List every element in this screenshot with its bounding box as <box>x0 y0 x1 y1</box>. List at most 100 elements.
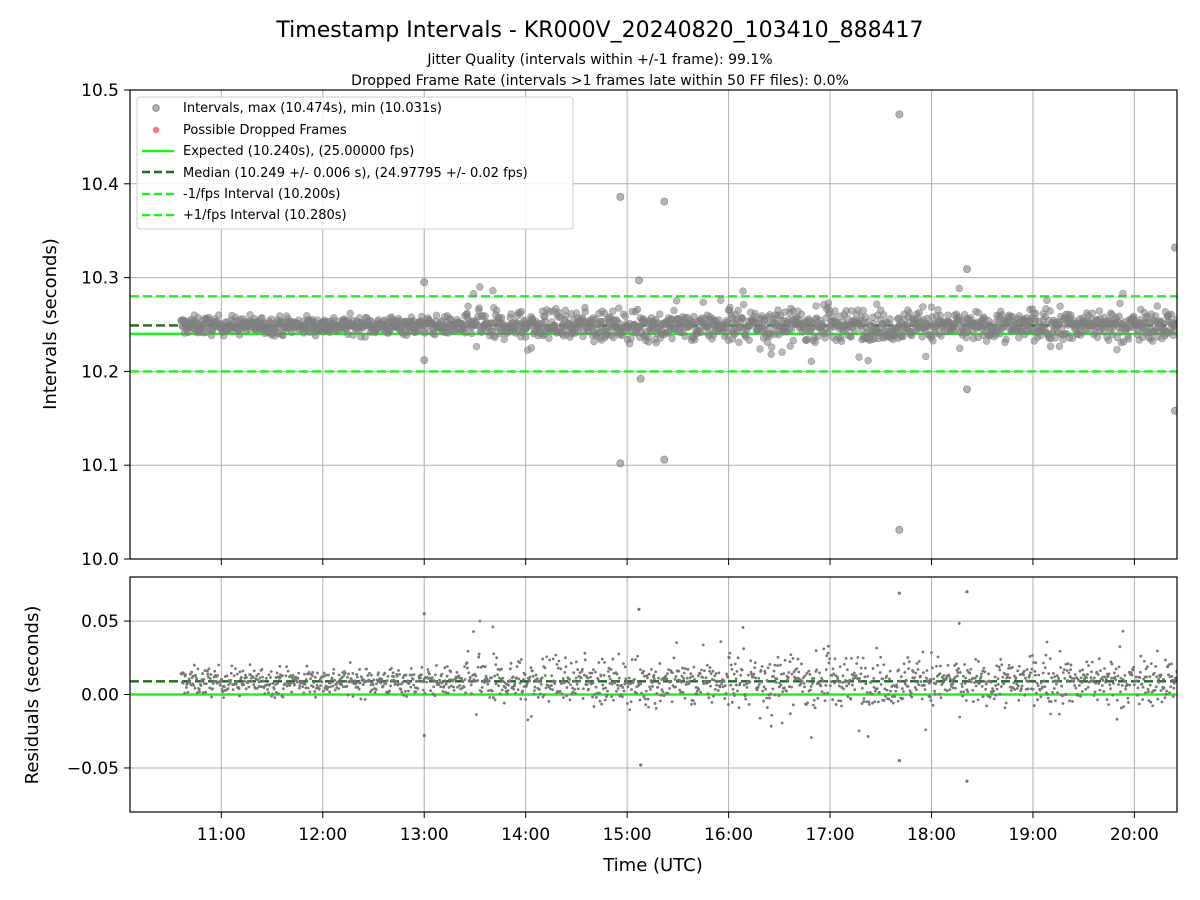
residual-point <box>992 697 996 701</box>
residual-point <box>281 695 285 699</box>
residual-point <box>567 681 571 684</box>
residual-point <box>1030 667 1034 671</box>
residual-point <box>434 680 438 684</box>
residual-point <box>346 675 349 679</box>
residual-point <box>1139 654 1143 658</box>
residual-point <box>1115 698 1119 702</box>
residual-point <box>263 692 267 696</box>
residual-point <box>278 665 282 668</box>
interval-point <box>1153 302 1162 310</box>
residual-point <box>426 668 430 671</box>
residual-point <box>528 679 531 683</box>
residual-point <box>860 702 864 705</box>
interval-point <box>1043 296 1051 305</box>
residual-point <box>1085 660 1089 664</box>
interval-point <box>929 337 937 345</box>
interval-point <box>738 314 746 322</box>
residual-point <box>652 677 656 681</box>
residual-point <box>774 680 778 684</box>
residual-point <box>935 680 939 683</box>
residual-point <box>943 688 947 692</box>
residual-point <box>355 673 359 676</box>
residual-point <box>1147 699 1151 703</box>
residual-point <box>1020 684 1024 688</box>
interval-point <box>507 310 515 318</box>
residual-point <box>875 687 879 691</box>
residual-point <box>511 675 515 679</box>
residual-point <box>605 693 609 697</box>
residual-point <box>463 678 467 681</box>
residual-point <box>765 696 768 700</box>
residual-point <box>606 670 610 673</box>
residual-point <box>818 671 821 675</box>
residual-point <box>492 696 495 699</box>
residual-point <box>680 674 684 678</box>
residual-point <box>1028 655 1032 658</box>
residual-point <box>343 671 347 675</box>
residual-point <box>659 693 663 697</box>
residual-point <box>982 666 986 670</box>
residual-point <box>549 684 553 688</box>
residual-point <box>674 685 677 689</box>
residual-point <box>769 724 773 728</box>
residual-point <box>583 651 587 655</box>
residual-point <box>187 677 191 681</box>
residual-point <box>1058 712 1061 716</box>
residual-point <box>1123 680 1126 684</box>
residual-point <box>210 695 213 699</box>
residual-point <box>238 694 241 698</box>
residual-point <box>574 676 578 680</box>
residual-point <box>1078 669 1082 673</box>
interval-outlier-point <box>963 265 971 274</box>
residual-point <box>1117 683 1120 686</box>
residual-point <box>622 689 626 693</box>
residual-point <box>206 675 210 679</box>
residual-point <box>873 700 877 704</box>
residual-point <box>717 671 721 675</box>
residual-point <box>850 656 853 660</box>
residual-point <box>481 664 485 668</box>
residual-point <box>1047 672 1051 676</box>
top-plot-frame <box>129 89 1178 560</box>
residual-point <box>759 668 763 672</box>
residual-point <box>245 676 248 679</box>
residual-point <box>609 668 613 671</box>
residual-point <box>672 656 676 660</box>
residual-point <box>877 700 880 704</box>
residual-point <box>610 695 614 699</box>
residual-point <box>836 677 840 681</box>
residual-point <box>465 661 469 665</box>
residual-point <box>691 674 695 678</box>
residual-point <box>1063 676 1067 680</box>
residual-point <box>437 683 441 687</box>
residual-point <box>999 657 1003 661</box>
residual-point <box>969 680 973 684</box>
residual-point <box>730 667 734 671</box>
residual-point <box>218 683 222 687</box>
interval-point <box>873 300 881 308</box>
residual-point <box>529 715 533 718</box>
residual-point <box>590 671 594 675</box>
residual-point <box>416 687 420 691</box>
residual-point <box>487 679 491 683</box>
residual-point <box>1001 675 1005 679</box>
residual-point <box>429 689 433 693</box>
residual-point <box>1070 676 1073 680</box>
interval-point <box>837 337 846 345</box>
interval-point <box>652 339 660 347</box>
residual-point <box>727 656 731 660</box>
interval-point <box>936 311 945 320</box>
residual-point <box>392 675 396 679</box>
residual-point <box>979 675 983 679</box>
residual-point <box>500 667 503 671</box>
residual-point <box>933 689 936 693</box>
residual-point <box>1034 661 1038 665</box>
residual-point <box>1144 691 1147 695</box>
residual-point <box>851 683 854 687</box>
residual-point <box>994 693 998 697</box>
residual-point <box>285 684 289 688</box>
residual-point <box>945 689 949 693</box>
residual-point <box>1114 667 1118 671</box>
residual-point <box>195 678 199 682</box>
interval-point <box>886 315 894 323</box>
